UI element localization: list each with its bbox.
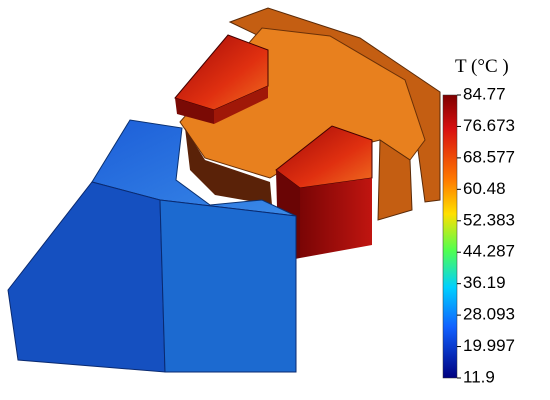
colorbar [442,94,458,379]
model-render [7,7,441,373]
colorbar-tick-label: 36.19 [463,273,506,292]
colorbar-tick-label: 76.673 [463,116,515,135]
colorbar-tick-label: 84.77 [463,84,506,103]
colorbar-tick-label: 60.48 [463,179,506,198]
colorbar-tick-label: 11.9 [463,367,495,386]
colorbar-tick-label: 44.287 [463,242,515,261]
colorbar-tick-label: 52.383 [463,210,515,229]
colorbar-tick-label: 28.093 [463,305,515,324]
colorbar-tick-label: 19.997 [463,336,515,355]
colorbar-tick-label: 68.577 [463,147,515,166]
colorbar-title: T (°C ) [455,56,509,77]
